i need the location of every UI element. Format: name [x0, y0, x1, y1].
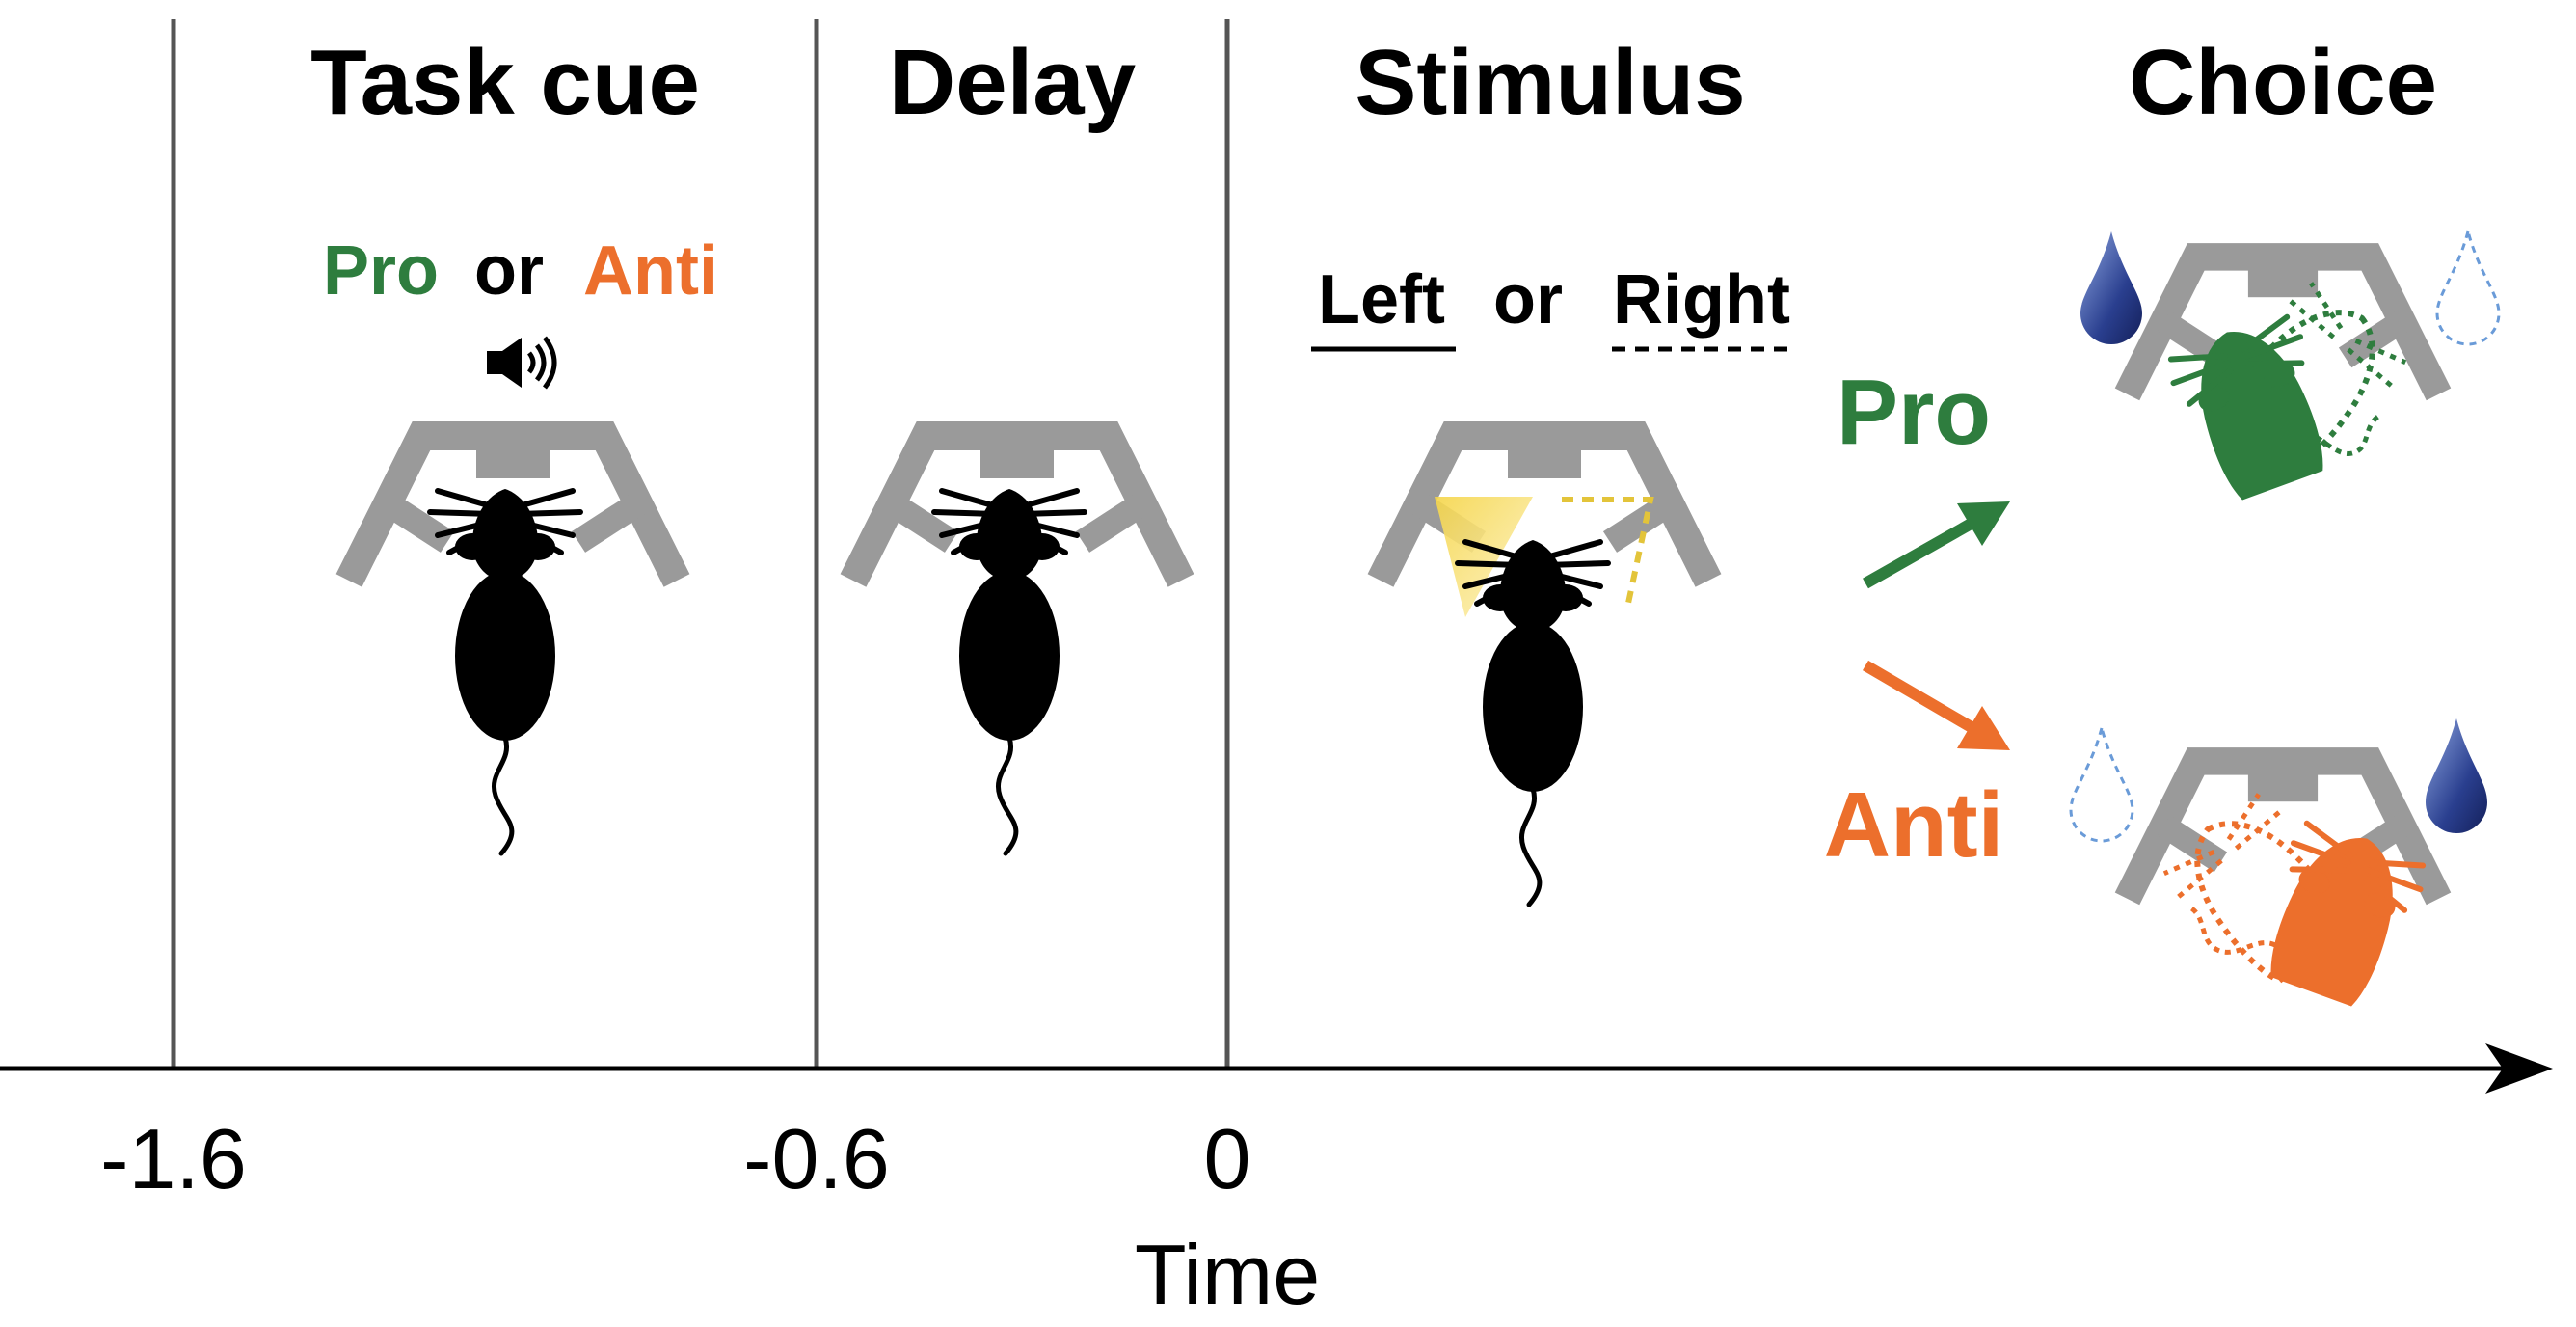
- header-task-cue: Task cue: [310, 31, 700, 134]
- mouse-icon: [430, 489, 580, 853]
- light-cone-icon: [1435, 497, 1533, 617]
- tick-label: 0: [1204, 1111, 1251, 1206]
- water-drop-icon: [2426, 718, 2487, 833]
- water-drop-outline-icon: [2069, 722, 2134, 843]
- tick-label: -1.6: [100, 1111, 247, 1206]
- cue-anti-label: Anti: [583, 232, 718, 310]
- mouse-icon: [934, 489, 1085, 853]
- header-choice: Choice: [2129, 31, 2437, 134]
- anti-choice-panel: [2069, 718, 2487, 1015]
- water-drop-outline-icon: [2435, 226, 2501, 346]
- tail-dashed: [2187, 904, 2277, 955]
- stim-or-label: or: [1493, 261, 1563, 339]
- light-cone-outline-icon: [1562, 497, 1654, 609]
- time-axis-arrowhead: [2485, 1043, 2553, 1094]
- outcome-anti-label: Anti: [1824, 773, 2004, 877]
- tick-label: -0.6: [743, 1111, 890, 1206]
- stim-left-label: Left: [1318, 261, 1445, 339]
- axis-title: Time: [1135, 1227, 1320, 1322]
- stim-right-label: Right: [1613, 261, 1790, 339]
- pro-arrow-icon: [1863, 501, 2010, 589]
- cue-or-label: or: [474, 232, 544, 310]
- speaker-icon: [487, 336, 557, 390]
- outcome-pro-label: Pro: [1837, 361, 1991, 464]
- header-stimulus: Stimulus: [1355, 31, 1745, 134]
- water-drop-icon: [2080, 231, 2142, 344]
- header-delay: Delay: [889, 31, 1136, 134]
- anti-arrow-icon: [1862, 660, 2010, 750]
- pro-choice-panel: [2080, 226, 2501, 508]
- cue-pro-label: Pro: [323, 232, 439, 310]
- mouse-icon: [1458, 540, 1608, 905]
